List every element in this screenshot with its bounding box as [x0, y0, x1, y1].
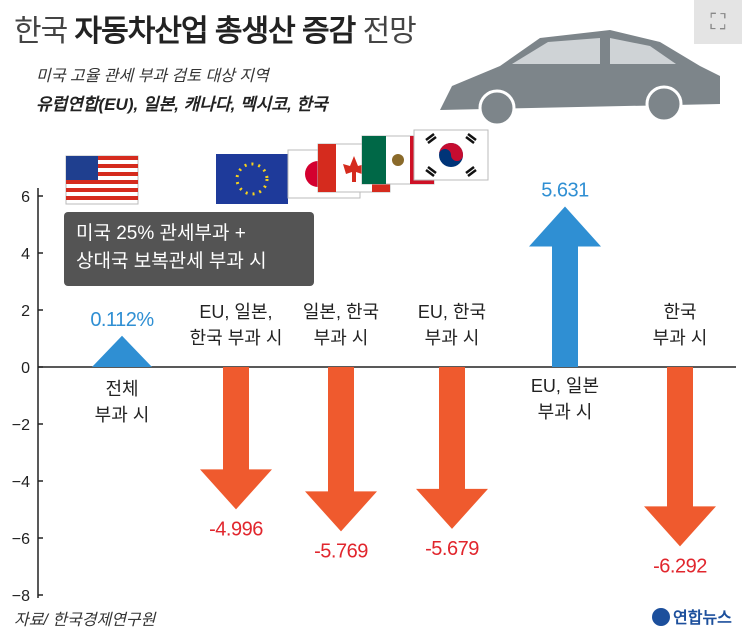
bar-arrow-2 — [200, 367, 272, 510]
y-tick-label: −2 — [12, 417, 30, 434]
y-tick-label: 4 — [21, 246, 30, 263]
value-label-1: 0.112% — [90, 309, 154, 331]
title-end: 전망 — [362, 15, 417, 48]
bar-arrow-4 — [416, 367, 488, 529]
category-label-1: 전체 — [105, 379, 138, 399]
y-tick-label: −6 — [12, 531, 30, 548]
usa-flag-icon — [65, 155, 139, 205]
y-tick-label: −4 — [12, 474, 30, 491]
value-label-5: 5.631 — [541, 180, 589, 202]
page-title: 한국 자동차산업 총생산 증감 전망 — [14, 6, 417, 50]
logo-text: 연합뉴스 — [673, 610, 732, 627]
y-tick-label: −8 — [12, 588, 30, 605]
scenario-callout-line2: 상대국 보복관세 부과 시 — [76, 251, 267, 272]
bar-arrow-3 — [305, 367, 377, 532]
korea-flag-icon — [413, 129, 489, 181]
scenario-callout-line1: 미국 25% 관세부과 + — [76, 223, 246, 244]
subtitle-target-regions: 유럽연합(EU), 일본, 캐나다, 멕시코, 한국 — [36, 95, 328, 114]
category-label-3: 일본, 한국 — [303, 302, 379, 322]
category-label-2: EU, 일본, — [199, 302, 272, 322]
category-label-4: EU, 한국 — [418, 302, 486, 322]
title-normal: 한국 — [14, 15, 68, 48]
category-label-5: EU, 일본 — [531, 376, 599, 396]
subtitle-target-regions-label: 미국 고율 관세 부과 검토 대상 지역 — [36, 68, 269, 85]
category-label-3: 부과 시 — [314, 328, 369, 348]
logo-icon — [652, 608, 670, 626]
bar-arrow-1 — [92, 335, 152, 367]
category-label-6: 부과 시 — [653, 328, 708, 348]
expand-icon[interactable]: ⛶ — [694, 0, 742, 44]
bar-arrow-5 — [529, 206, 601, 367]
car-icon — [440, 30, 720, 127]
eu-flag-icon — [216, 154, 288, 204]
category-label-1: 부과 시 — [95, 405, 150, 425]
value-label-2: -4.996 — [209, 518, 263, 540]
y-tick-label: 2 — [21, 303, 30, 320]
category-label-6: 한국 — [663, 302, 696, 322]
scenario-callout: 미국 25% 관세부과 + 상대국 보복관세 부과 시 — [64, 212, 314, 286]
publisher-logo: 연합뉴스 — [652, 604, 732, 628]
value-label-6: -6.292 — [653, 555, 707, 577]
y-tick-label: 6 — [21, 189, 30, 206]
value-label-3: -5.769 — [314, 540, 368, 562]
category-label-4: 부과 시 — [425, 328, 480, 348]
y-tick-label: 0 — [21, 360, 30, 377]
title-bold: 자동차산업 총생산 증감 — [74, 15, 357, 48]
source-note: 자료/ 한국경제연구원 — [14, 612, 156, 629]
value-label-4: -5.679 — [425, 538, 479, 560]
bar-arrow-6 — [644, 367, 716, 547]
category-label-2: 한국 부과 시 — [190, 328, 283, 348]
category-label-5: 부과 시 — [538, 402, 593, 422]
